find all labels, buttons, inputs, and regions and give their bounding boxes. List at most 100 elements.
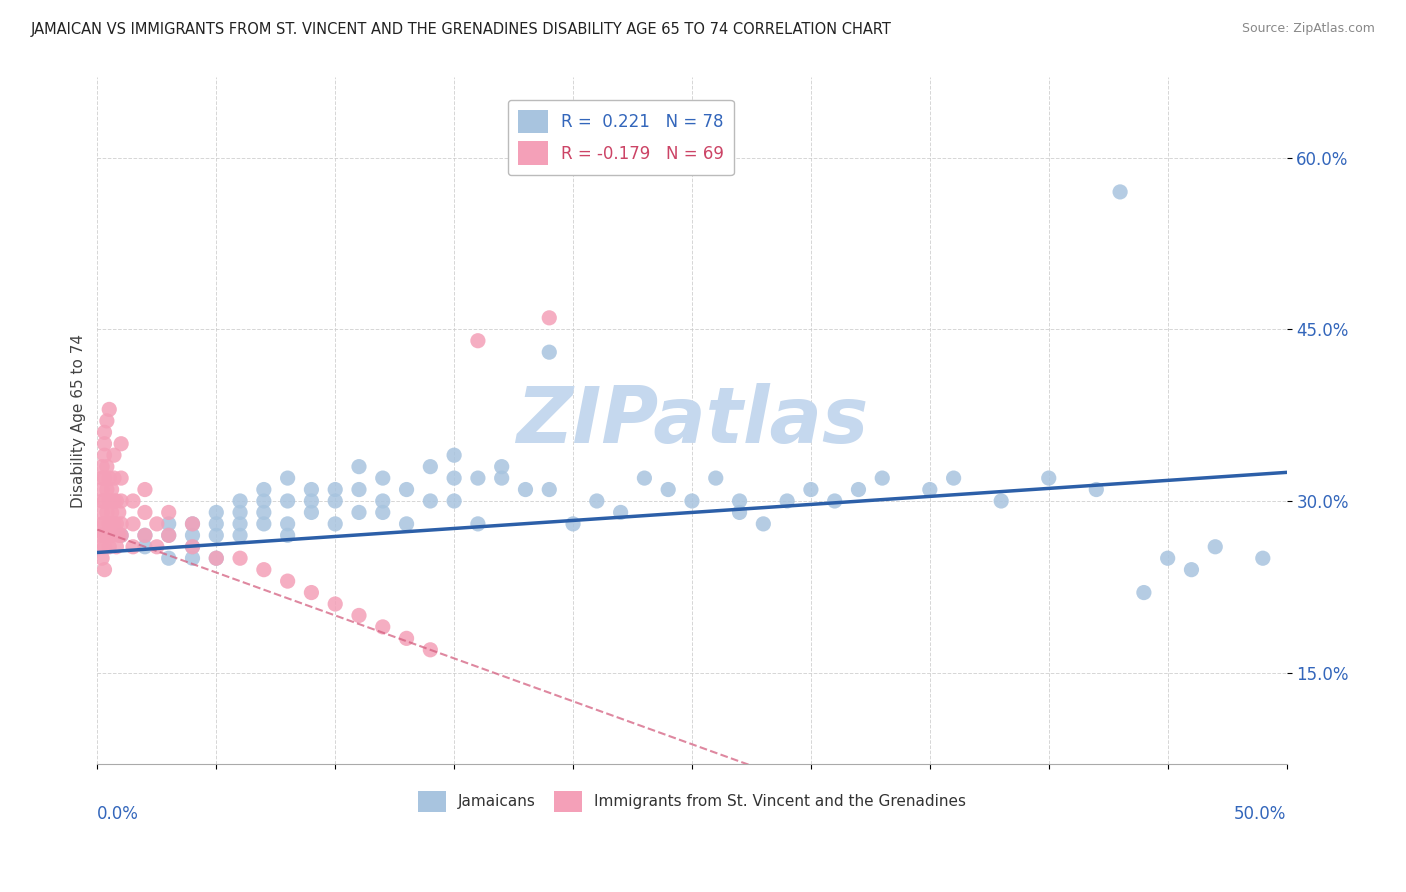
Point <box>491 459 513 474</box>
Point <box>91 516 114 531</box>
Point <box>157 528 180 542</box>
Point <box>122 516 145 531</box>
Point <box>100 505 122 519</box>
Point <box>181 528 204 542</box>
Point <box>253 516 276 531</box>
Point <box>277 516 299 531</box>
Point <box>93 528 115 542</box>
Point <box>205 528 228 542</box>
Point <box>657 483 679 497</box>
Point <box>1109 185 1132 199</box>
Point <box>91 471 114 485</box>
Point <box>347 505 370 519</box>
Point <box>110 436 132 450</box>
Y-axis label: Disability Age 65 to 74: Disability Age 65 to 74 <box>72 334 86 508</box>
Point <box>98 494 121 508</box>
Point <box>93 540 115 554</box>
Point <box>323 597 346 611</box>
Point <box>728 505 751 519</box>
Point <box>277 494 299 508</box>
Point <box>205 551 228 566</box>
Point <box>134 505 156 519</box>
Text: Source: ZipAtlas.com: Source: ZipAtlas.com <box>1241 22 1375 36</box>
Point <box>96 414 118 428</box>
Point <box>134 483 156 497</box>
Point <box>323 516 346 531</box>
Point <box>157 528 180 542</box>
Point <box>134 528 156 542</box>
Point <box>299 585 322 599</box>
Point <box>91 459 114 474</box>
Point <box>181 516 204 531</box>
Point <box>110 494 132 508</box>
Point <box>538 483 561 497</box>
Point <box>371 620 394 634</box>
Point <box>105 516 128 531</box>
Point <box>96 459 118 474</box>
Point <box>395 632 418 646</box>
Point <box>1251 551 1274 566</box>
Point <box>990 494 1012 508</box>
Point <box>122 494 145 508</box>
Point <box>918 483 941 497</box>
Point <box>277 528 299 542</box>
Point <box>467 334 489 348</box>
Point <box>93 494 115 508</box>
Point <box>870 471 893 485</box>
Point <box>93 425 115 440</box>
Point <box>419 494 441 508</box>
Point <box>103 516 125 531</box>
Point <box>395 483 418 497</box>
Point <box>277 471 299 485</box>
Point <box>157 516 180 531</box>
Point <box>491 471 513 485</box>
Point <box>800 483 823 497</box>
Point <box>1156 551 1178 566</box>
Point <box>93 563 115 577</box>
Point <box>347 608 370 623</box>
Point <box>443 448 465 462</box>
Point <box>229 516 252 531</box>
Point <box>98 540 121 554</box>
Point <box>98 471 121 485</box>
Point <box>181 540 204 554</box>
Point <box>253 505 276 519</box>
Point <box>146 540 169 554</box>
Point <box>1038 471 1060 485</box>
Point <box>205 551 228 566</box>
Point <box>299 483 322 497</box>
Text: JAMAICAN VS IMMIGRANTS FROM ST. VINCENT AND THE GRENADINES DISABILITY AGE 65 TO : JAMAICAN VS IMMIGRANTS FROM ST. VINCENT … <box>31 22 891 37</box>
Point <box>100 528 122 542</box>
Point <box>562 516 585 531</box>
Text: 50.0%: 50.0% <box>1234 805 1286 823</box>
Point <box>107 505 129 519</box>
Point <box>299 494 322 508</box>
Point <box>91 505 114 519</box>
Point <box>515 483 537 497</box>
Point <box>299 505 322 519</box>
Point <box>1085 483 1108 497</box>
Point <box>467 471 489 485</box>
Point <box>96 483 118 497</box>
Point <box>93 471 115 485</box>
Point <box>157 551 180 566</box>
Point <box>704 471 727 485</box>
Point <box>107 528 129 542</box>
Point <box>110 516 132 531</box>
Point <box>277 574 299 588</box>
Point <box>134 528 156 542</box>
Point <box>181 516 204 531</box>
Point <box>371 494 394 508</box>
Point <box>105 540 128 554</box>
Point <box>1133 585 1156 599</box>
Point <box>96 528 118 542</box>
Text: 0.0%: 0.0% <box>97 805 139 823</box>
Point <box>229 494 252 508</box>
Point <box>538 310 561 325</box>
Point <box>229 551 252 566</box>
Point <box>98 516 121 531</box>
Point <box>91 483 114 497</box>
Point <box>110 528 132 542</box>
Point <box>122 540 145 554</box>
Point <box>100 483 122 497</box>
